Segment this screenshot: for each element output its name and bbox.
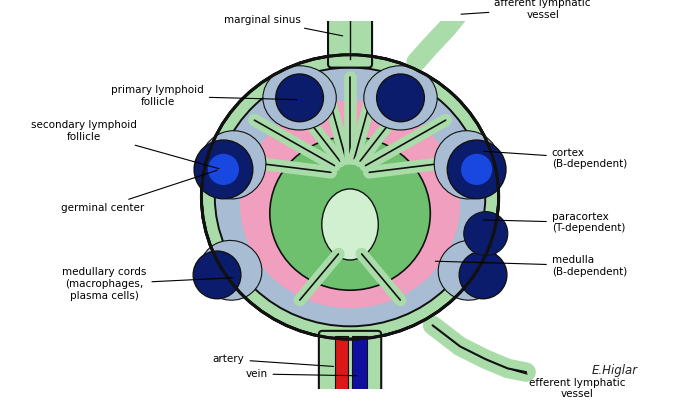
Ellipse shape	[438, 241, 500, 300]
Ellipse shape	[240, 101, 460, 308]
Ellipse shape	[322, 189, 379, 260]
Ellipse shape	[200, 241, 262, 300]
Text: secondary lymphoid
follicle: secondary lymphoid follicle	[31, 120, 219, 169]
Circle shape	[275, 74, 323, 122]
Circle shape	[464, 212, 508, 255]
Text: marginal sinus: marginal sinus	[224, 15, 343, 36]
Ellipse shape	[364, 66, 437, 130]
Circle shape	[376, 74, 424, 122]
Circle shape	[194, 140, 253, 199]
FancyBboxPatch shape	[319, 331, 381, 398]
Text: efferent lymphatic
vessel: efferent lymphatic vessel	[513, 370, 626, 399]
Text: germinal center: germinal center	[61, 170, 217, 213]
Text: E.Higlar: E.Higlar	[592, 364, 638, 377]
Circle shape	[208, 154, 239, 185]
Text: afferent lymphatic
vessel: afferent lymphatic vessel	[461, 0, 591, 20]
FancyBboxPatch shape	[328, 7, 372, 68]
Text: vein: vein	[246, 369, 356, 379]
Text: medulla
(B-dependent): medulla (B-dependent)	[435, 255, 627, 277]
Circle shape	[459, 251, 507, 299]
Text: paracortex
(T-dependent): paracortex (T-dependent)	[484, 212, 625, 233]
Ellipse shape	[201, 55, 499, 339]
Circle shape	[461, 154, 492, 185]
Bar	[352, 336, 367, 394]
Ellipse shape	[434, 131, 501, 199]
Ellipse shape	[263, 66, 336, 130]
Circle shape	[447, 140, 506, 199]
Text: primary lymphoid
follicle: primary lymphoid follicle	[111, 85, 297, 107]
Bar	[336, 336, 348, 394]
Text: medullary cords
(macrophages,
plasma cells): medullary cords (macrophages, plasma cel…	[62, 267, 233, 301]
Ellipse shape	[215, 67, 485, 326]
Text: artery: artery	[213, 354, 334, 367]
Circle shape	[193, 251, 241, 299]
Text: cortex
(B-dependent): cortex (B-dependent)	[484, 148, 627, 169]
Ellipse shape	[270, 137, 430, 290]
Ellipse shape	[199, 131, 266, 199]
